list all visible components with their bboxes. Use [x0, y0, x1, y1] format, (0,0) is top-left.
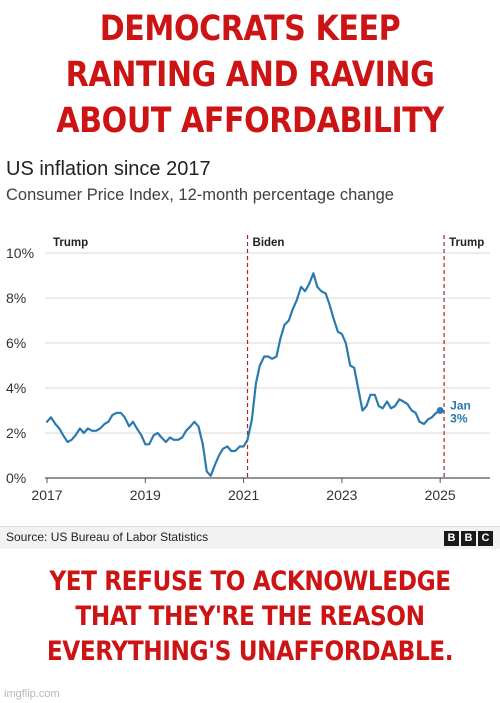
bottom-caption-line-1: YET REFUSE TO ACKNOWLEDGE — [49, 566, 451, 597]
inflation-line-chart: 0% 2% 4% 6% 8% 10% 2017 2019 2021 2023 2025 Trump Bi… — [6, 235, 490, 503]
bbc-logo-block: C — [478, 531, 493, 546]
top-caption-line-2: RANTING AND RAVING — [65, 55, 435, 95]
period-label: Trump — [53, 237, 88, 249]
source-text: Source: US Bureau of Labor Statistics — [6, 530, 209, 544]
x-tick-label: 2023 — [326, 487, 357, 503]
y-tick-label: 2% — [6, 425, 26, 441]
bottom-caption-line-2: THAT THEY'RE THE REASON — [75, 601, 425, 632]
watermark: imgflip.com — [4, 688, 60, 700]
source-bar: Source: US Bureau of Labor Statistics B … — [0, 526, 500, 549]
bbc-logo-block: B — [444, 531, 459, 546]
y-tick-label: 10% — [6, 245, 34, 261]
y-tick-label: 8% — [6, 290, 26, 306]
bottom-caption: YET REFUSE TO ACKNOWLEDGE THAT THEY'RE T… — [35, 564, 465, 669]
end-annotation-label: 3% — [450, 412, 468, 426]
bottom-caption-line-3: EVERYTHING'S UNAFFORDABLE. — [46, 636, 454, 667]
bbc-logo: B B C — [444, 531, 493, 546]
chart-title: US inflation since 2017 — [6, 158, 211, 180]
y-tick-label: 4% — [6, 380, 26, 396]
top-caption: DEMOCRATS KEEP RANTING AND RAVING ABOUT … — [35, 6, 465, 144]
y-tick-label: 0% — [6, 470, 26, 486]
x-tick-label: 2025 — [425, 487, 456, 503]
top-caption-line-1: DEMOCRATS KEEP — [99, 9, 401, 49]
series-line — [45, 272, 442, 477]
chart-card — [0, 152, 500, 548]
chart-subtitle: Consumer Price Index, 12-month percentag… — [6, 186, 394, 204]
period-label: Biden — [253, 237, 285, 249]
y-tick-label: 6% — [6, 335, 26, 351]
x-tick-label: 2019 — [130, 487, 161, 503]
bbc-logo-block: B — [461, 531, 476, 546]
top-caption-line-3: ABOUT AFFORDABILITY — [56, 101, 444, 141]
period-label: Trump — [449, 237, 484, 249]
x-tick-label: 2017 — [31, 487, 62, 503]
end-point-marker — [436, 407, 444, 414]
x-tick-label: 2021 — [228, 487, 259, 503]
end-annotation-label: Jan — [450, 399, 471, 413]
